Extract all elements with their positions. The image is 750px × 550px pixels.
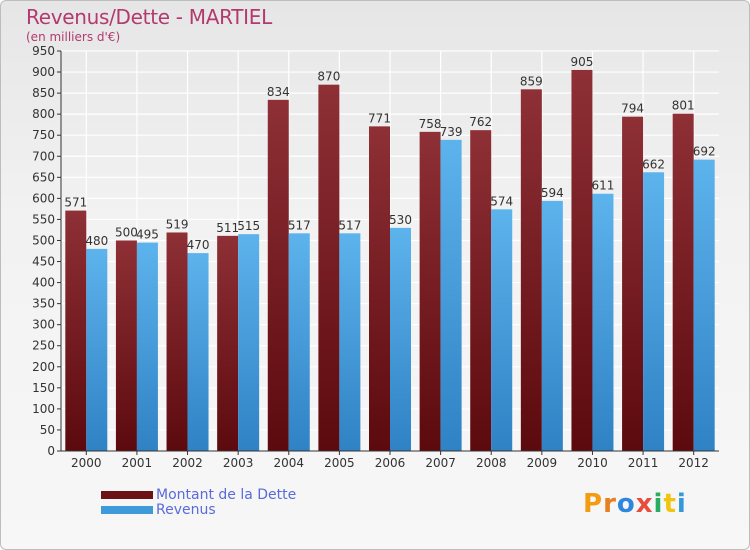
data-label: 859 (520, 74, 543, 88)
legend-swatch-revenus (101, 506, 153, 514)
bar-revenus (238, 234, 260, 451)
y-tick-label: 900 (32, 65, 55, 79)
y-tick-label: 0 (47, 444, 55, 458)
bar-debt (622, 116, 644, 452)
y-tick-label: 200 (32, 360, 55, 374)
x-tick-label: 2007 (425, 456, 456, 470)
data-label: 834 (267, 85, 290, 99)
bar-debt (267, 99, 289, 451)
y-tick-label: 250 (32, 339, 55, 353)
bar-revenus (693, 159, 715, 451)
bar-debt (65, 210, 87, 451)
bar-debt (166, 232, 188, 451)
x-tick-label: 2005 (324, 456, 355, 470)
y-tick-label: 500 (32, 233, 55, 247)
bar-debt (571, 69, 593, 452)
data-label: 611 (592, 179, 615, 193)
legend-label-revenus: Revenus (156, 502, 216, 518)
x-tick-label: 2009 (527, 456, 558, 470)
bar-debt (520, 89, 542, 451)
y-tick-label: 850 (32, 86, 55, 100)
y-tick-label: 550 (32, 212, 55, 226)
data-label: 758 (419, 117, 442, 131)
data-label: 905 (571, 55, 594, 69)
y-tick-label: 750 (32, 128, 55, 142)
data-label: 517 (288, 218, 311, 232)
bar-revenus (86, 248, 108, 451)
x-tick-label: 2006 (375, 456, 406, 470)
x-tick-label: 2001 (122, 456, 153, 470)
data-label: 500 (115, 225, 138, 239)
data-label: 511 (216, 221, 239, 235)
y-tick-label: 650 (32, 170, 55, 184)
bar-revenus (288, 233, 310, 451)
bar-debt (470, 130, 492, 451)
bar-debt (115, 240, 137, 451)
data-label: 571 (64, 196, 87, 210)
bar-revenus (187, 253, 209, 451)
x-tick-label: 2008 (476, 456, 507, 470)
data-label: 801 (672, 99, 695, 113)
bar-revenus (541, 200, 563, 451)
data-label: 495 (136, 228, 159, 242)
bar-revenus (643, 172, 665, 451)
data-label: 771 (368, 111, 391, 125)
bar-revenus (491, 209, 513, 451)
bar-revenus (592, 193, 614, 451)
bar-debt (217, 235, 239, 451)
data-label: 517 (338, 218, 361, 232)
legend-label-debt: Montant de la Dette (156, 487, 297, 503)
y-tick-label: 800 (32, 107, 55, 121)
y-tick-label: 450 (32, 255, 55, 269)
data-label: 762 (469, 115, 492, 129)
bar-revenus (440, 139, 462, 451)
y-tick-label: 350 (32, 297, 55, 311)
bar-revenus (390, 227, 411, 451)
bar-debt (419, 131, 441, 451)
data-label: 739 (440, 125, 463, 139)
proxiti-logo: Proxiti (583, 489, 687, 519)
x-tick-label: 2010 (577, 456, 608, 470)
x-tick-label: 2012 (678, 456, 709, 470)
data-label: 870 (317, 70, 340, 84)
data-label: 530 (389, 213, 412, 227)
chart-subtitle: (en milliers d'€) (26, 30, 121, 44)
y-tick-label: 100 (32, 402, 55, 416)
data-label: 480 (85, 234, 108, 248)
x-tick-label: 2011 (628, 456, 659, 470)
data-label: 794 (621, 102, 644, 116)
data-label: 519 (166, 217, 189, 231)
bar-revenus (339, 233, 361, 451)
x-tick-label: 2002 (172, 456, 203, 470)
legend-item-revenus: Revenus (101, 502, 216, 518)
y-tick-label: 600 (32, 191, 55, 205)
x-tick-label: 2003 (223, 456, 254, 470)
data-label: 574 (490, 194, 513, 208)
chart-title: Revenus/Dette - MARTIEL (26, 5, 272, 29)
data-label: 662 (642, 157, 665, 171)
bar-revenus (136, 242, 158, 451)
data-label: 470 (187, 238, 210, 252)
legend-swatch-debt (101, 491, 153, 499)
data-label: 515 (237, 219, 260, 233)
y-tick-label: 400 (32, 276, 55, 290)
data-label: 692 (693, 145, 716, 159)
bar-debt (369, 126, 390, 452)
data-label: 594 (541, 186, 564, 200)
y-tick-label: 700 (32, 149, 55, 163)
y-tick-label: 300 (32, 318, 55, 332)
x-tick-label: 2000 (71, 456, 102, 470)
y-tick-label: 50 (40, 423, 55, 437)
bar-debt (672, 113, 694, 451)
legend-item-debt: Montant de la Dette (101, 487, 296, 503)
bar-debt (318, 84, 340, 452)
y-tick-label: 150 (32, 381, 55, 395)
y-tick-label: 950 (32, 44, 55, 58)
x-tick-label: 2004 (273, 456, 304, 470)
